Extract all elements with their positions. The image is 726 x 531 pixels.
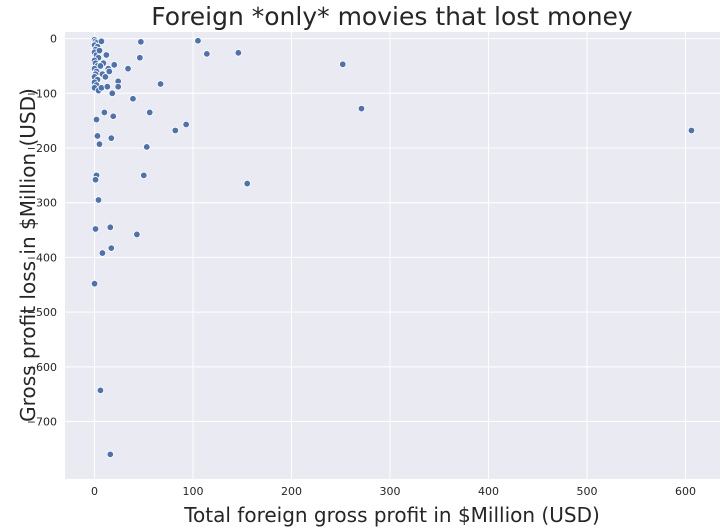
- x-tick-label: 200: [281, 485, 302, 498]
- data-points: [90, 35, 696, 459]
- x-tick-label: 500: [577, 485, 598, 498]
- data-point: [107, 244, 115, 252]
- y-tick-label: −200: [27, 142, 57, 155]
- data-point: [96, 62, 105, 70]
- data-point: [687, 126, 696, 135]
- data-point: [94, 196, 103, 204]
- data-point: [103, 83, 112, 91]
- data-point: [171, 126, 180, 135]
- data-point: [203, 50, 211, 58]
- data-point: [95, 46, 104, 55]
- plot-background: [65, 32, 720, 479]
- data-point: [91, 176, 100, 184]
- data-point: [114, 83, 122, 91]
- data-point: [108, 89, 116, 97]
- data-point: [143, 143, 151, 151]
- data-point: [91, 225, 100, 233]
- data-point: [124, 64, 132, 73]
- data-point: [133, 230, 141, 239]
- data-point: [146, 108, 154, 117]
- y-tick-label: −100: [27, 87, 57, 100]
- y-tick-label: −500: [27, 306, 57, 319]
- x-tick-label: 400: [478, 485, 499, 498]
- data-point: [106, 223, 115, 232]
- data-point: [98, 249, 107, 257]
- data-point: [95, 140, 104, 148]
- data-point: [90, 279, 99, 288]
- data-point: [194, 37, 202, 45]
- y-tick-label: −600: [27, 361, 57, 374]
- data-point: [137, 38, 145, 46]
- data-point: [234, 49, 243, 57]
- data-point: [96, 386, 105, 395]
- data-point: [102, 51, 111, 59]
- x-tick-label: 0: [91, 485, 98, 498]
- data-point: [97, 37, 106, 46]
- data-point: [140, 171, 148, 180]
- data-point: [339, 60, 347, 68]
- data-point: [92, 115, 101, 124]
- data-point: [136, 54, 144, 62]
- data-point: [105, 67, 114, 76]
- y-tick-label: −300: [27, 197, 57, 210]
- data-point: [109, 112, 117, 120]
- x-axis-title: Total foreign gross profit in $Million (…: [183, 503, 600, 527]
- y-axis-title: Gross profit loss in $Million (USD): [16, 88, 40, 422]
- data-point: [182, 120, 190, 129]
- data-point: [107, 134, 115, 142]
- x-tick-label: 300: [380, 485, 401, 498]
- chart-title: Foreign *only* movies that lost money: [151, 2, 633, 31]
- x-axis-ticks: 0 100 200 300 400 500 600: [91, 485, 696, 498]
- data-point: [243, 179, 251, 188]
- x-tick-label: 100: [183, 485, 204, 498]
- data-point: [97, 84, 106, 92]
- x-tick-label: 600: [675, 485, 696, 498]
- data-point: [100, 108, 109, 117]
- data-point: [101, 73, 110, 81]
- y-tick-label: 0: [50, 33, 57, 46]
- data-point: [357, 104, 366, 113]
- data-point: [156, 80, 165, 88]
- data-point: [93, 132, 102, 140]
- data-point: [106, 450, 115, 459]
- data-point: [110, 61, 118, 69]
- data-point: [129, 95, 137, 103]
- y-tick-label: −400: [27, 251, 57, 264]
- grid-lines: [65, 32, 720, 479]
- y-axis-ticks: 0 −100 −200 −300 −400 −500 −600 −700: [27, 33, 57, 429]
- y-tick-label: −700: [27, 416, 57, 429]
